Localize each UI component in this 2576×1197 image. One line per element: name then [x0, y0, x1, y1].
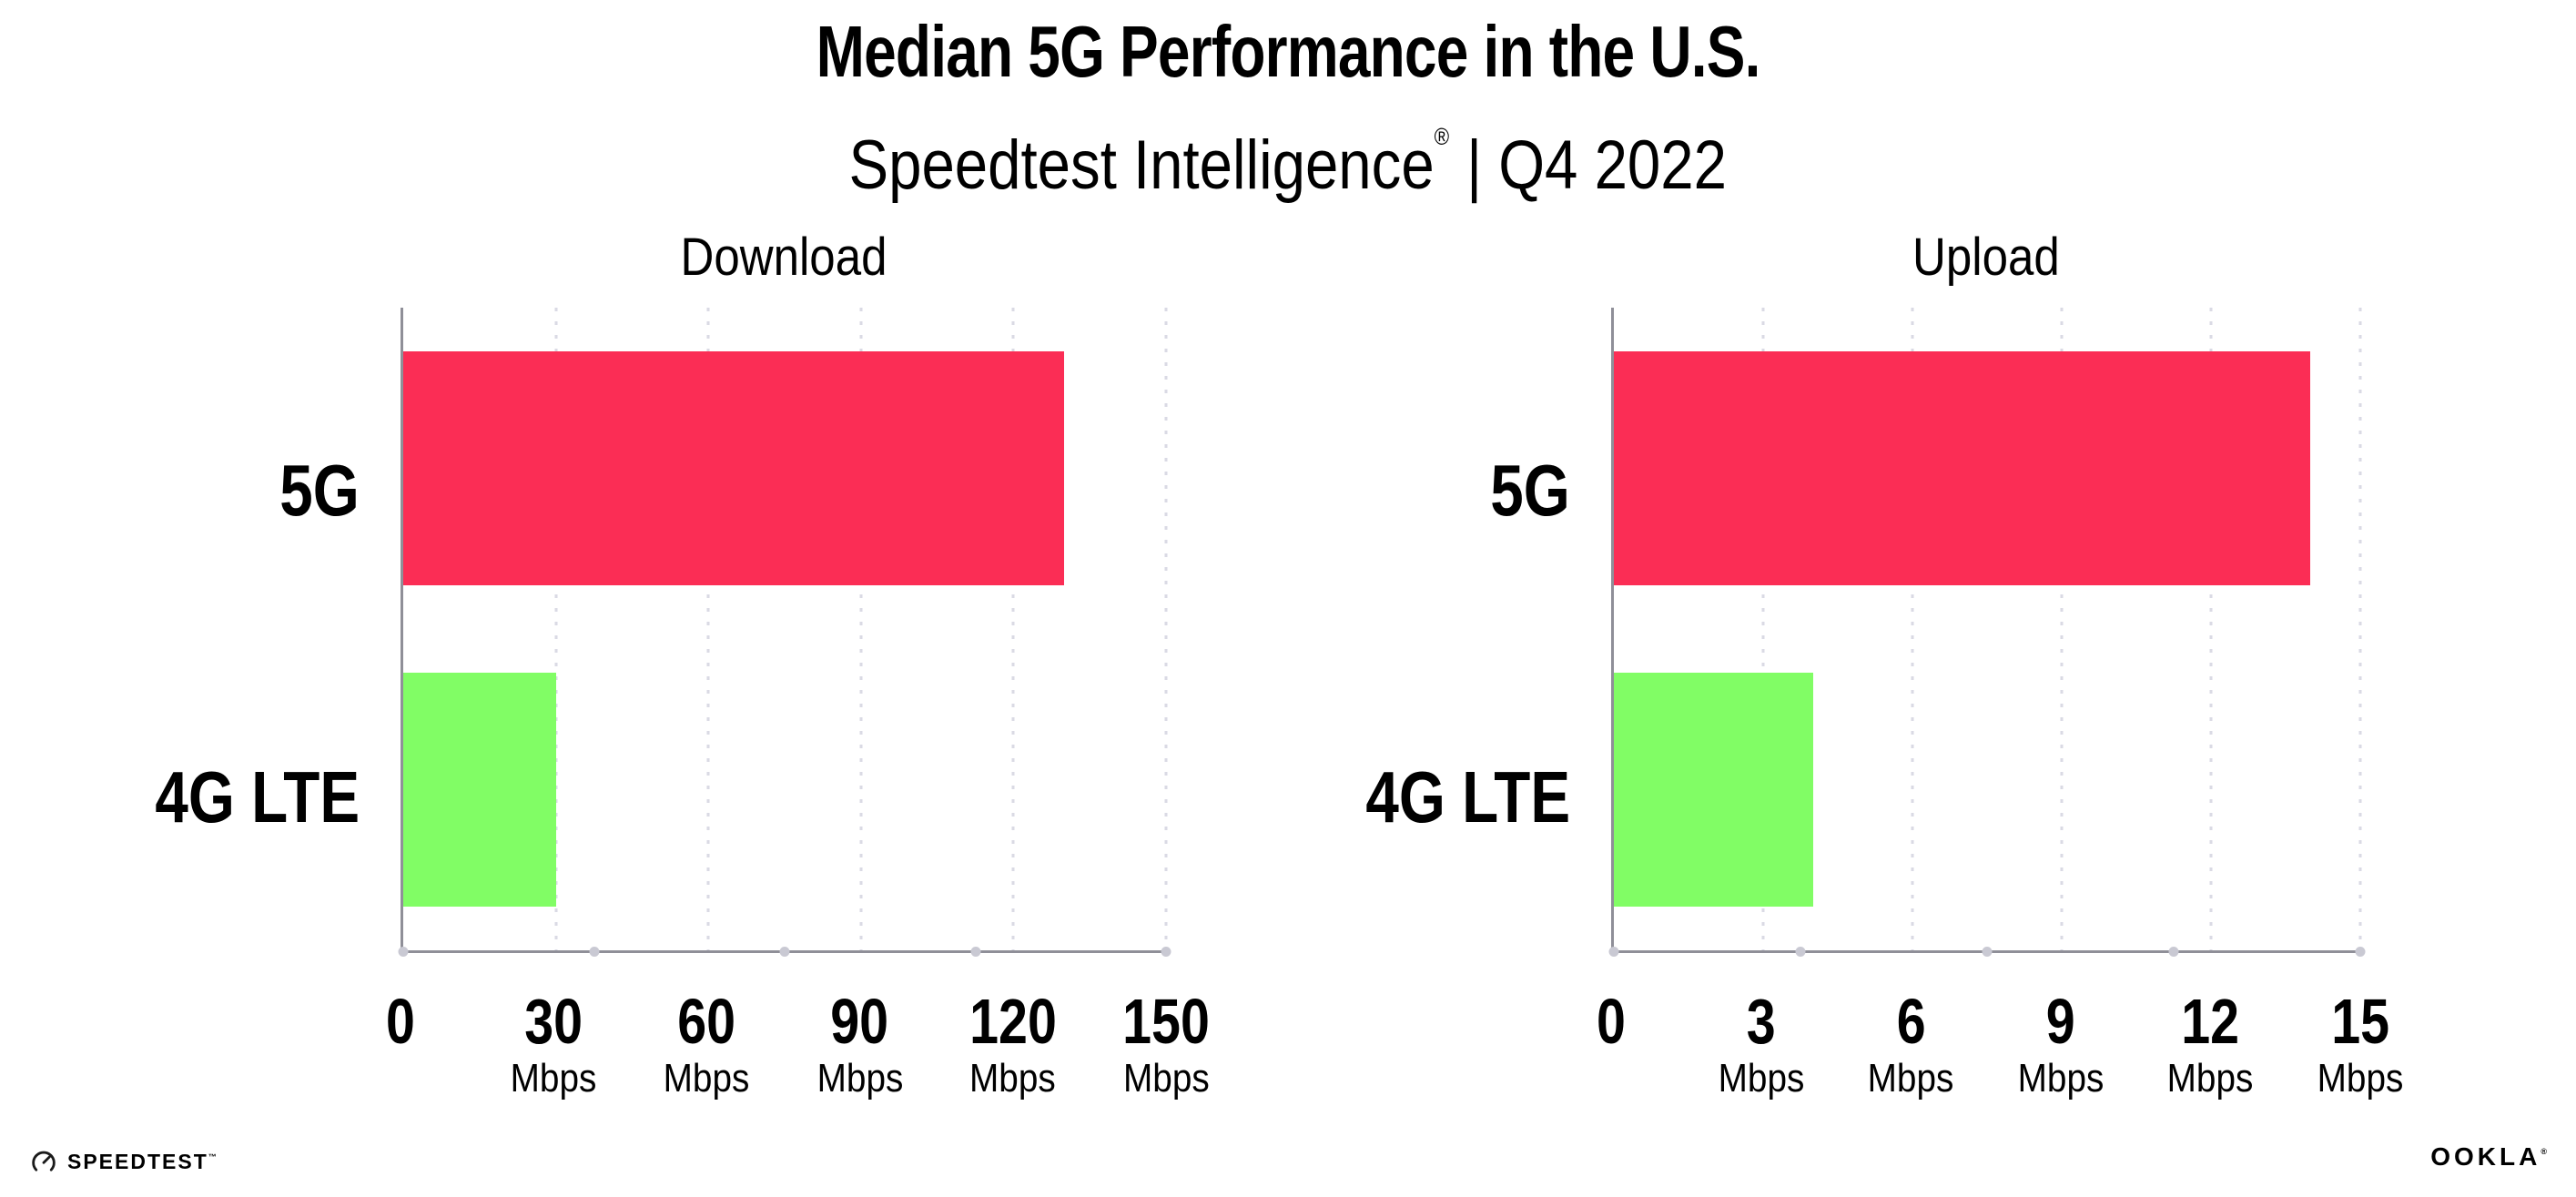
tick-value: 0 [1597, 986, 1626, 1057]
registered-mark: ® [2541, 1147, 2547, 1156]
tick-value: 90 [830, 986, 889, 1057]
download-plot-area [398, 308, 1171, 957]
gridline [2358, 308, 2362, 950]
axis-tick-dot [779, 947, 790, 957]
tick-0: 0 [383, 989, 419, 1053]
bar-row-4g-lte [1614, 629, 2360, 950]
axis-tick-dot [589, 947, 599, 957]
ookla-logo-text: OOKLA [2430, 1142, 2541, 1171]
tick-value: 150 [1122, 986, 1210, 1057]
upload-x-axis: 0 3 Mbps 6 Mbps 9 Mbps 12 Mbps 15 Mbps [1597, 989, 2403, 1135]
axis-tick-dot [1608, 947, 1619, 957]
tick-value: 3 [1746, 986, 1776, 1057]
tick-value: 30 [524, 986, 583, 1057]
tick-unit: Mbps [969, 1056, 1057, 1101]
axis-tick-dot [1795, 947, 1806, 957]
download-chart-title-text: Download [679, 228, 887, 287]
bar-5g-download [403, 350, 1065, 586]
tick-unit: Mbps [1867, 1056, 1954, 1101]
gridline [859, 308, 863, 950]
gridline [706, 308, 710, 950]
speedtest-logo-text: SPEEDTEST™ [67, 1149, 217, 1173]
label-text: 4G LTE [1365, 756, 1570, 837]
axis-tick-dot [970, 947, 980, 957]
tick-unit: Mbps [816, 1056, 903, 1101]
gridline [554, 308, 558, 950]
tick-value: 12 [2181, 986, 2240, 1057]
tick-unit: Mbps [1122, 1056, 1210, 1101]
download-x-axis: 0 30 Mbps 60 Mbps 90 Mbps 120 Mbps 150 M… [386, 989, 1210, 1135]
axis-tick-dot [1982, 947, 1993, 957]
bar-4g-lte-download [403, 672, 556, 908]
header: Median 5G Performance in the U.S. Speedt… [0, 13, 2576, 202]
label-text: 4G LTE [155, 756, 360, 837]
upload-plot-area [1608, 308, 2366, 957]
tick-unit: Mbps [664, 1056, 750, 1101]
tick-unit: Mbps [2017, 1056, 2104, 1101]
tick-value: 0 [386, 986, 415, 1057]
download-category-label-5g: 5G [0, 454, 360, 527]
page-subtitle-text: Speedtest Intelligence® | Q4 2022 [849, 100, 1727, 202]
gridline [2060, 308, 2064, 950]
upload-chart-title: Upload [1611, 229, 2360, 286]
label-text: 5G [279, 450, 360, 531]
subtitle-brand: Speedtest Intelligence [848, 127, 1435, 204]
tick-3: 3 Mbps [1712, 989, 1810, 1101]
bar-4g-lte-upload [1614, 672, 1813, 908]
label-text: 5G [1490, 450, 1570, 531]
download-category-label-4g-lte: 4G LTE [0, 761, 360, 834]
registered-mark: ® [1434, 123, 1450, 150]
page-title: Median 5G Performance in the U.S. [0, 13, 2576, 91]
tick-value: 120 [969, 986, 1057, 1057]
tick-unit: Mbps [510, 1056, 597, 1101]
bar-row-5g [403, 308, 1166, 629]
axis-tick-dot [2355, 947, 2366, 957]
subtitle-period: | Q4 2022 [1466, 127, 1728, 204]
ookla-logo: OOKLA® [2430, 1142, 2547, 1172]
bar-5g-upload [1614, 350, 2311, 586]
tick-unit: Mbps [2317, 1056, 2404, 1101]
tick-12: 12 Mbps [2162, 989, 2260, 1101]
tick-120: 120 Mbps [959, 989, 1066, 1101]
tick-15: 15 Mbps [2311, 989, 2409, 1101]
gridline [1011, 308, 1015, 950]
tick-value: 6 [1896, 986, 1926, 1057]
tick-60: 60 Mbps [658, 989, 756, 1101]
tick-unit: Mbps [1718, 1056, 1804, 1101]
speedtest-logo: SPEEDTEST™ [30, 1148, 217, 1175]
gridline [1911, 308, 1914, 950]
tick-value: 60 [677, 986, 736, 1057]
tick-unit: Mbps [2167, 1056, 2254, 1101]
tick-value: 15 [2331, 986, 2389, 1057]
bar-row-5g [1614, 308, 2360, 629]
upload-category-label-5g: 5G [1206, 454, 1570, 527]
axis-tick-dot [1161, 947, 1171, 957]
tick-30: 30 Mbps [504, 989, 603, 1101]
tick-value: 9 [2045, 986, 2075, 1057]
tick-150: 150 Mbps [1113, 989, 1220, 1101]
tick-6: 6 Mbps [1861, 989, 1960, 1101]
tick-90: 90 Mbps [811, 989, 909, 1101]
download-chart-title: Download [401, 229, 1166, 286]
page-title-text: Median 5G Performance in the U.S. [816, 11, 1761, 92]
axis-tick-dot [2168, 947, 2179, 957]
page-subtitle: Speedtest Intelligence® | Q4 2022 [0, 100, 2576, 202]
tick-0: 0 [1594, 989, 1629, 1053]
gridline [1761, 308, 1765, 950]
bar-row-4g-lte [403, 629, 1166, 950]
gridline [1164, 308, 1168, 950]
axis-tick-dot [398, 947, 409, 957]
upload-chart-title-text: Upload [1912, 228, 2060, 287]
gridline [2209, 308, 2213, 950]
upload-category-label-4g-lte: 4G LTE [1206, 761, 1570, 834]
trademark-mark: ™ [208, 1151, 217, 1161]
tick-9: 9 Mbps [2012, 989, 2110, 1101]
speedtest-gauge-icon [30, 1148, 57, 1175]
